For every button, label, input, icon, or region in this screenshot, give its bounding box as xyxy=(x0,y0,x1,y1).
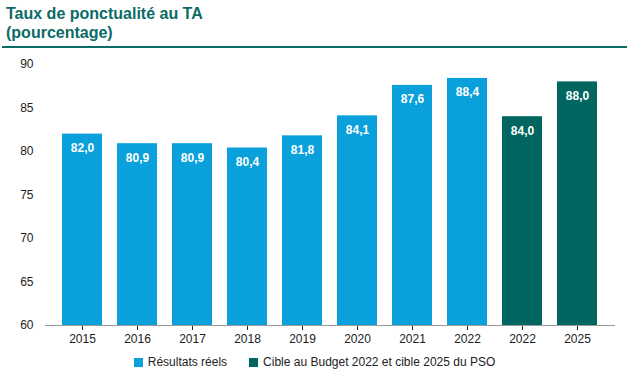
svg-text:75: 75 xyxy=(20,188,34,202)
svg-text:2015: 2015 xyxy=(69,332,96,346)
svg-text:80,9: 80,9 xyxy=(181,151,205,165)
svg-text:70: 70 xyxy=(20,231,34,245)
svg-text:80: 80 xyxy=(20,144,34,158)
svg-text:2019: 2019 xyxy=(289,332,316,346)
svg-text:2018: 2018 xyxy=(234,332,261,346)
svg-text:2022: 2022 xyxy=(509,332,536,346)
svg-text:2020: 2020 xyxy=(344,332,371,346)
svg-text:80,4: 80,4 xyxy=(236,155,260,169)
svg-text:88,4: 88,4 xyxy=(456,85,480,99)
html-text:(pourcentage): (pourcentage) xyxy=(6,24,113,41)
svg-text:80,9: 80,9 xyxy=(126,151,150,165)
html-text:Cible au Budget 2022 et cible: Cible au Budget 2022 et cible 2025 du PS… xyxy=(263,355,496,369)
svg-text:65: 65 xyxy=(20,275,34,289)
html-text:Taux de ponctualité au TA: Taux de ponctualité au TA xyxy=(6,5,203,22)
svg-text:60: 60 xyxy=(20,318,34,332)
svg-text:2022: 2022 xyxy=(454,332,481,346)
svg-text:81,8: 81,8 xyxy=(291,143,315,157)
html-text:Résultats réels: Résultats réels xyxy=(147,355,228,369)
svg-text:2021: 2021 xyxy=(399,332,426,346)
svg-text:82,0: 82,0 xyxy=(71,141,95,155)
svg-text:88,0: 88,0 xyxy=(566,89,590,103)
svg-text:87,6: 87,6 xyxy=(401,92,425,106)
svg-text:2017: 2017 xyxy=(179,332,206,346)
svg-text:85: 85 xyxy=(20,101,34,115)
svg-text:84,1: 84,1 xyxy=(346,123,370,137)
svg-text:84,0: 84,0 xyxy=(511,124,535,138)
svg-text:2016: 2016 xyxy=(124,332,151,346)
svg-text:90: 90 xyxy=(20,57,34,71)
svg-text:2025: 2025 xyxy=(564,332,591,346)
